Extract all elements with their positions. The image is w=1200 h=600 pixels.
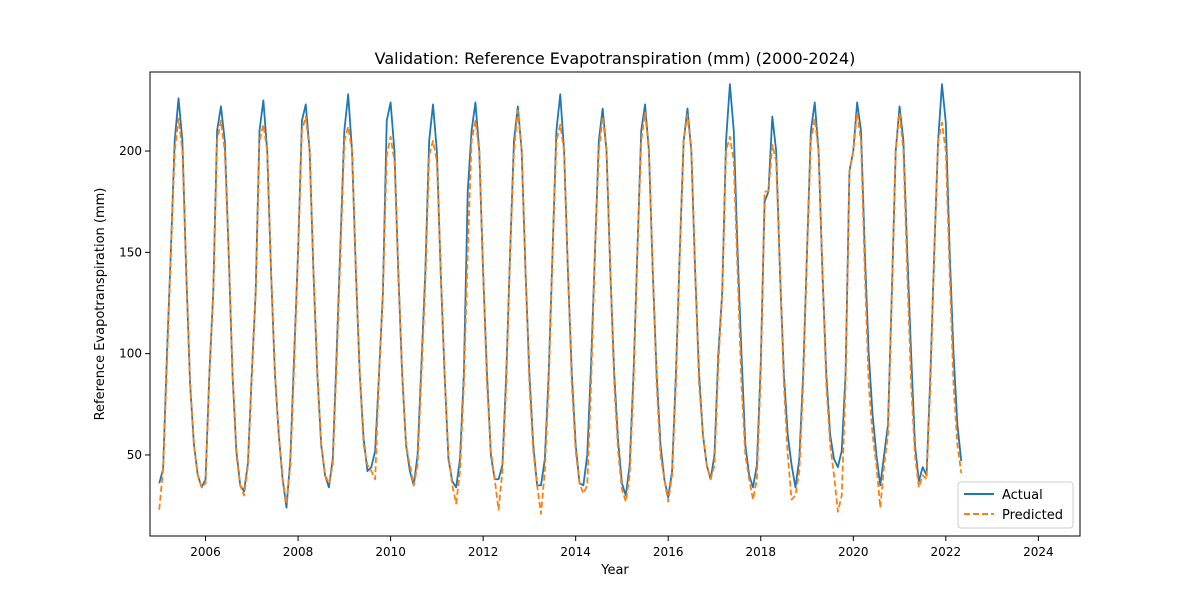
legend-label-actual: Actual — [1002, 488, 1043, 503]
legend: Actual Predicted — [957, 481, 1074, 529]
x-axis-label: Year — [600, 563, 629, 578]
x-tick-label: 2008 — [283, 545, 314, 559]
plot-area — [149, 71, 1081, 537]
x-tick-label: 2006 — [190, 545, 221, 559]
x-tick-label: 2022 — [931, 545, 962, 559]
series-lines — [158, 83, 963, 515]
x-tick-label: 2020 — [838, 545, 869, 559]
x-tick-label: 2018 — [745, 545, 776, 559]
y-tick-label: 50 — [127, 448, 142, 462]
plot-frame — [149, 71, 1081, 537]
y-axis: 50 100 150 200 — [119, 144, 150, 462]
x-axis: 2006 2008 2010 2012 2014 2016 2018 2020 2022 2024 — [190, 536, 1054, 559]
x-tick-label: 2024 — [1023, 545, 1054, 559]
y-tick-label: 200 — [119, 144, 142, 158]
series-line-predicted — [158, 109, 963, 515]
x-tick-label: 2012 — [468, 545, 499, 559]
y-tick-label: 100 — [119, 347, 142, 361]
x-tick-label: 2014 — [560, 545, 591, 559]
y-tick-label: 150 — [119, 245, 142, 259]
chart-title: Validation: Reference Evapotranspiration… — [375, 49, 856, 68]
x-tick-label: 2016 — [653, 545, 684, 559]
legend-label-predicted: Predicted — [1002, 508, 1063, 523]
y-axis-label: Reference Evapotranspiration (mm) — [93, 188, 108, 421]
x-tick-label: 2010 — [375, 545, 406, 559]
